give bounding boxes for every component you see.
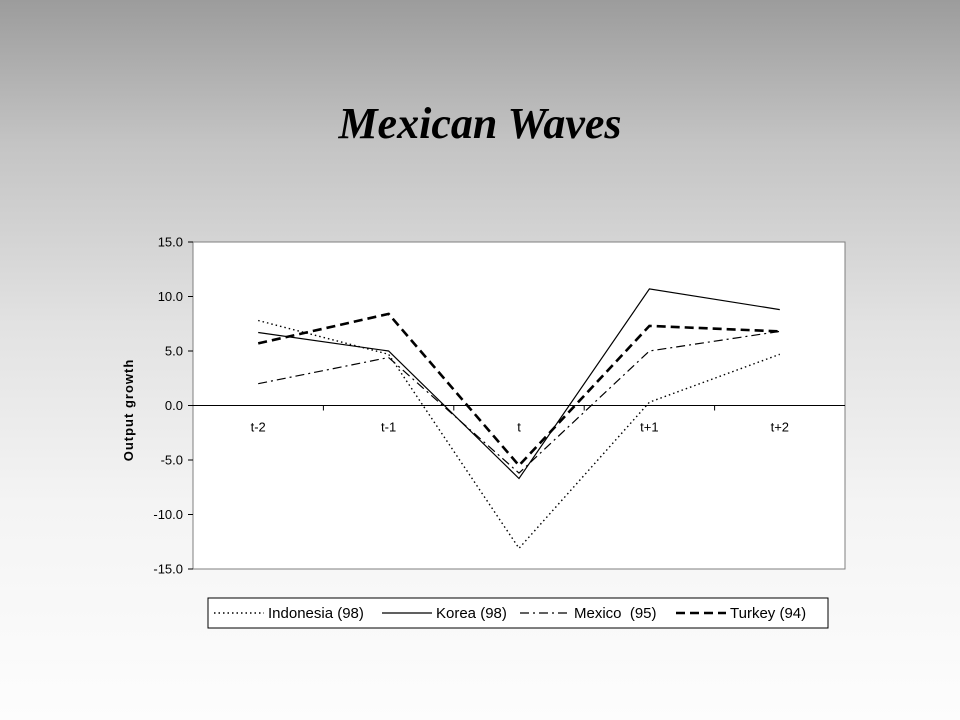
y-tick-label: 5.0	[165, 344, 183, 359]
series-line-korea-98	[258, 288, 780, 480]
y-axis-title: Output growth	[121, 359, 136, 462]
y-tick-label: -5.0	[161, 453, 183, 468]
y-tick-label: 15.0	[158, 235, 183, 250]
x-tick-labels: t-2 t-1 t t+1 t+2	[251, 405, 789, 435]
x-tick-label: t+2	[771, 420, 789, 435]
legend-label: Korea (98)	[436, 605, 507, 622]
x-tick-label: t	[517, 420, 521, 435]
x-tick-label: t+1	[640, 420, 658, 435]
series-line-mexico-95	[258, 330, 780, 474]
legend-label: Turkey (94)	[730, 605, 806, 622]
y-tick-labels: 15.0 10.0 5.0 0.0 -5.0 -10.0 -15.0	[153, 235, 193, 577]
y-tick-label: 10.0	[158, 289, 183, 304]
y-tick-label: -15.0	[153, 562, 183, 577]
y-tick-label: 0.0	[165, 398, 183, 413]
series-lines	[257, 288, 781, 550]
series-line-turkey-94	[257, 312, 780, 468]
x-tick-label: t-2	[251, 420, 266, 435]
legend: Indonesia (98) Korea (98) Mexico (95) Turke…	[207, 597, 829, 629]
legend-label: Mexico (95)	[574, 605, 657, 622]
legend-label: Indonesia (98)	[268, 605, 364, 622]
slide-title: Mexican Waves	[338, 99, 622, 148]
y-tick-label: -10.0	[153, 507, 183, 522]
x-tick-label: t-1	[381, 420, 396, 435]
